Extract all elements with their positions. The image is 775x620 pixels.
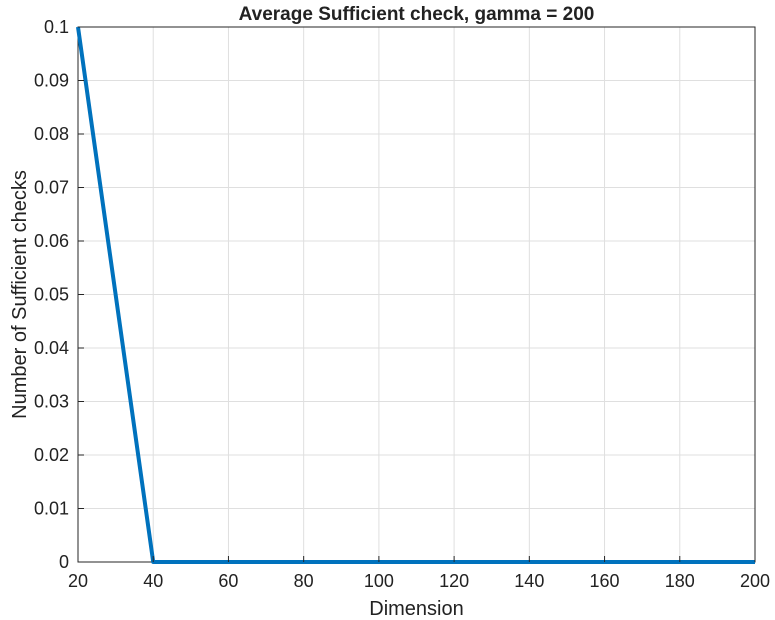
y-tick-label: 0 [59, 552, 69, 572]
x-tick-label: 80 [294, 571, 314, 591]
y-tick-label: 0.04 [34, 338, 69, 358]
tick-labels: 20 40 60 80 100 120 140 160 180 200 0 0.01 0.02 0.03 0… [34, 17, 770, 591]
x-tick-label: 160 [590, 571, 620, 591]
y-tick-label: 0.02 [34, 445, 69, 465]
x-tick-label: 140 [514, 571, 544, 591]
y-tick-label: 0.08 [34, 124, 69, 144]
y-axis-label: Number of Sufficient checks [9, 170, 31, 419]
x-tick-label: 60 [218, 571, 238, 591]
x-tick-label: 100 [364, 571, 394, 591]
y-tick-label: 0.06 [34, 231, 69, 251]
y-tick-label: 0.1 [44, 17, 69, 37]
y-tick-label: 0.09 [34, 71, 69, 91]
y-tick-label: 0.03 [34, 392, 69, 412]
y-tick-label: 0.05 [34, 285, 69, 305]
chart-title: Average Sufficient check, gamma = 200 [239, 4, 595, 25]
y-tick-label: 0.07 [34, 178, 69, 198]
y-tick-label: 0.01 [34, 499, 69, 519]
series-line-1 [76, 26, 755, 564]
x-axis-label: Dimension [369, 598, 463, 620]
x-tick-label: 20 [68, 571, 88, 591]
x-tick-label: 120 [439, 571, 469, 591]
x-tick-label: 180 [665, 571, 695, 591]
x-tick-label: 40 [143, 571, 163, 591]
series-layer [76, 26, 755, 564]
x-tick-label: 200 [740, 571, 770, 591]
